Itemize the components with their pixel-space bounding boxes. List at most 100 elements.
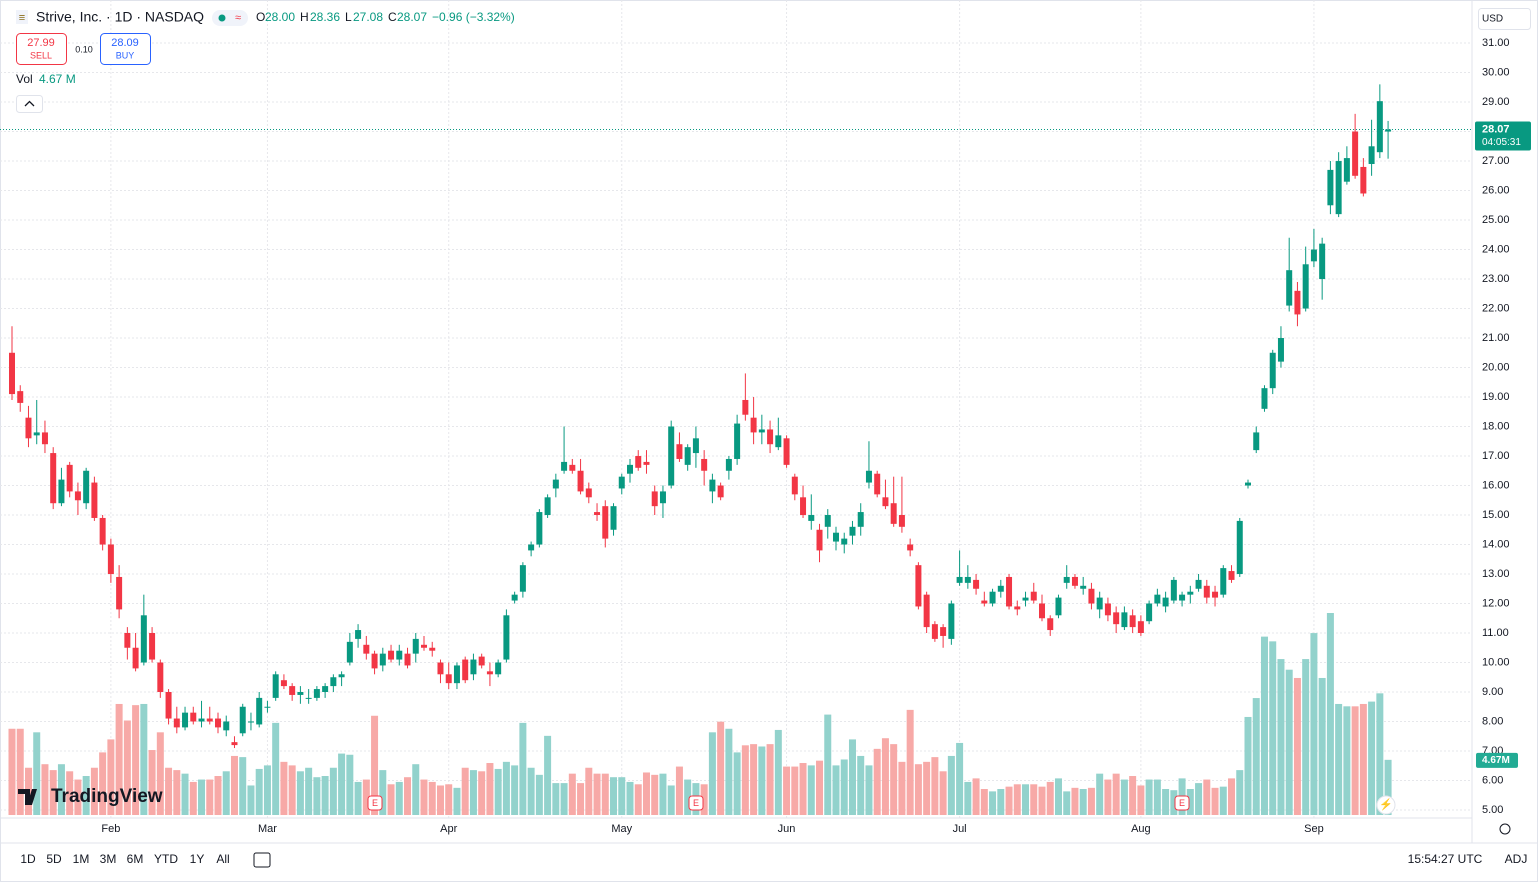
- volume-bar: [280, 761, 288, 815]
- volume-bar: [123, 720, 131, 815]
- volume-bar: [313, 777, 321, 815]
- volume-value: 4.67 M: [39, 72, 76, 86]
- candle-body: [1129, 615, 1136, 628]
- volume-bar: [478, 771, 486, 815]
- range-button[interactable]: YTD: [154, 852, 178, 866]
- volume-bar: [33, 732, 41, 815]
- volume-bar: [1203, 779, 1211, 815]
- candle-body: [1071, 576, 1078, 586]
- volume-bar: [16, 728, 24, 815]
- open-label: O: [256, 10, 265, 24]
- volume-bar: [115, 703, 123, 815]
- sell-price: 27.99: [27, 37, 55, 49]
- y-tick-label: 26.00: [1482, 184, 1510, 196]
- volume-bar: [511, 765, 519, 815]
- volume-bar: [601, 773, 609, 815]
- candle-body: [742, 399, 749, 415]
- range-button[interactable]: 1D: [20, 852, 36, 866]
- candle-body: [478, 656, 485, 666]
- candle-body: [1187, 591, 1194, 595]
- candle-body: [973, 579, 980, 589]
- candle-body: [758, 429, 765, 433]
- volume-bar: [535, 774, 543, 815]
- candle-body: [239, 706, 246, 734]
- volume-bar: [1112, 773, 1120, 815]
- volume-bar: [914, 764, 922, 815]
- symbol-icon: [16, 10, 28, 24]
- volume-bar: [890, 744, 898, 815]
- y-tick-label: 8.00: [1482, 715, 1503, 727]
- candle-body: [602, 506, 609, 539]
- volume-bar: [1228, 778, 1236, 815]
- data-status: ≈: [235, 12, 241, 24]
- range-button[interactable]: 3M: [100, 852, 117, 866]
- volume-bar: [222, 771, 230, 815]
- volume-bar: [288, 765, 296, 815]
- y-tick-label: 5.00: [1482, 804, 1503, 816]
- candle-body: [1343, 158, 1350, 182]
- volume-bar: [1063, 791, 1071, 815]
- candle-body: [346, 641, 353, 663]
- candle-body: [1319, 243, 1326, 280]
- candle-body: [874, 473, 881, 495]
- candle-body: [1360, 166, 1367, 194]
- volume-bar: [923, 761, 931, 815]
- candle-body: [173, 718, 180, 728]
- candle-body: [618, 476, 625, 489]
- volume-bar: [939, 771, 947, 815]
- candle-body: [857, 512, 864, 527]
- candle-body: [536, 512, 543, 545]
- volume-bar: [519, 722, 527, 815]
- y-tick-label: 21.00: [1482, 332, 1510, 344]
- candle-body: [486, 671, 493, 675]
- last-price: 28.07: [1482, 123, 1510, 135]
- volume-bar: [848, 739, 856, 815]
- volume-bar: [1153, 779, 1161, 815]
- candle-body: [1195, 579, 1202, 589]
- range-button[interactable]: 1M: [73, 852, 90, 866]
- candle-body: [890, 503, 897, 524]
- candle-body: [1162, 597, 1169, 607]
- range-button[interactable]: 5D: [46, 852, 62, 866]
- volume-bar: [214, 776, 222, 815]
- volume-bar: [74, 779, 82, 815]
- assistant-icon[interactable]: [1376, 795, 1396, 815]
- settings-icon[interactable]: [1499, 823, 1511, 835]
- volume-bar: [1137, 785, 1145, 815]
- date-range-icon[interactable]: [253, 852, 271, 868]
- candle-body: [1063, 576, 1070, 583]
- range-button[interactable]: All: [216, 852, 229, 866]
- volume-bar: [1293, 677, 1301, 815]
- volume-bar: [404, 777, 412, 815]
- volume-bar: [1269, 641, 1277, 815]
- candle-body: [272, 674, 279, 698]
- sell-button[interactable]: [16, 33, 67, 65]
- candle-body: [1335, 161, 1342, 215]
- candle-body: [594, 512, 601, 516]
- buy-button[interactable]: [100, 33, 151, 65]
- candle-body: [1170, 579, 1177, 601]
- volume-bar: [1195, 783, 1203, 815]
- range-button[interactable]: 6M: [127, 852, 144, 866]
- candle-body: [767, 429, 774, 445]
- volume-bar: [832, 765, 840, 815]
- buy-label: BUY: [116, 50, 135, 60]
- candle-body: [132, 647, 139, 669]
- range-button[interactable]: 1Y: [190, 852, 205, 866]
- candle-body: [182, 712, 189, 728]
- currency-button[interactable]: [1478, 8, 1531, 30]
- collapse-button[interactable]: [16, 95, 43, 113]
- status-pill[interactable]: [212, 10, 248, 26]
- adj-button[interactable]: ADJ: [1505, 852, 1528, 866]
- symbol[interactable]: Strive, Inc. · 1D · NASDAQ: [36, 9, 204, 25]
- volume-bar: [651, 774, 659, 815]
- candle-body: [1253, 432, 1260, 451]
- candle-body: [833, 532, 839, 542]
- volume-bar: [560, 783, 568, 815]
- volume-bar: [1318, 677, 1326, 815]
- candle-body: [215, 718, 221, 728]
- volume-bar: [247, 785, 255, 815]
- volume-bar: [881, 738, 889, 815]
- high-label: H: [300, 10, 309, 24]
- candle-body: [923, 594, 930, 628]
